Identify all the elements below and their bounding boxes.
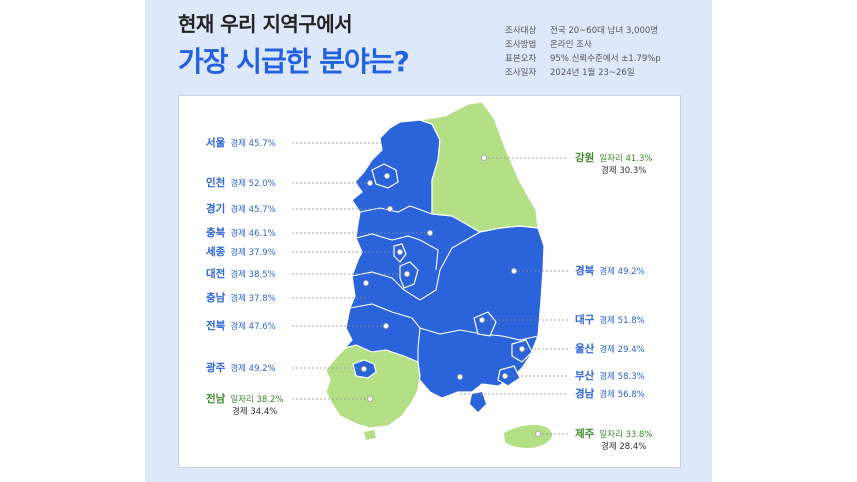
field-value: 29.4%	[617, 345, 645, 355]
survey-info: 조사대상 전국 20~60대 남녀 3,000명 조사방법 온라인 조사 표본오차 9…	[505, 24, 661, 80]
label-chungbuk: 충북 경제 46.1%	[206, 227, 276, 240]
survey-key: 조사방법	[505, 40, 537, 50]
field-value: 47.6%	[248, 322, 276, 332]
field-name: 일자리	[599, 154, 623, 164]
field-name: 경제	[230, 322, 246, 332]
field-name: 일자리	[230, 395, 254, 405]
daegu-region	[473, 311, 497, 337]
field-value: 49.2%	[248, 364, 276, 374]
island	[470, 392, 486, 412]
field-name-2: 경제	[232, 407, 248, 417]
label-jeonbuk: 전북 경제 47.6%	[206, 320, 276, 333]
field-name: 경제	[230, 229, 246, 239]
label-sejong: 세종 경제 37.9%	[206, 246, 276, 259]
label-daejeon: 대전 경제 38.5%	[206, 268, 276, 281]
region-name: 충북	[206, 227, 226, 239]
field-name: 경제	[230, 139, 246, 149]
field-value: 51.8%	[617, 316, 645, 326]
survey-value: 전국 20~60대 남녀 3,000명	[550, 26, 659, 36]
region-name: 세종	[206, 246, 226, 258]
title-line-1: 현재 우리 지역구에서	[178, 12, 353, 36]
location-dots	[360, 154, 542, 437]
region-name: 광주	[206, 362, 226, 374]
field-name-2: 경제	[601, 166, 617, 176]
region-name: 강원	[575, 152, 595, 164]
region-name: 경남	[575, 388, 595, 400]
region-name: 경북	[575, 265, 595, 277]
region-name: 대전	[206, 268, 226, 280]
field-value: 38.2%	[256, 395, 284, 405]
field-name: 경제	[599, 390, 615, 400]
region-name: 제주	[575, 428, 595, 440]
label-jeonnam: 전남 일자리 38.2% 경제 34.4%	[206, 393, 284, 418]
label-jeju: 제주 일자리 33.8% 경제 28.4%	[575, 428, 653, 453]
leader-lines	[292, 142, 568, 435]
field-name: 경제	[230, 364, 246, 374]
field-name: 경제	[230, 270, 246, 280]
survey-row: 조사일자 2024년 1월 23~26일	[505, 66, 661, 80]
title-line-2: 가장 시급한 분야는?	[178, 45, 410, 78]
field-name: 경제	[599, 316, 615, 326]
survey-row: 조사방법 온라인 조사	[505, 38, 661, 52]
label-daegu: 대구 경제 51.8%	[575, 314, 645, 327]
survey-value: 2024년 1월 23~26일	[550, 68, 635, 78]
label-gyeonggi: 경기 경제 45.7%	[206, 203, 276, 216]
region-name: 전남	[206, 393, 226, 405]
field-value: 52.0%	[248, 179, 276, 189]
region-name: 서울	[206, 137, 226, 149]
gangwon-region	[419, 101, 539, 233]
field-name: 경제	[599, 372, 615, 382]
field-name: 경제	[599, 345, 615, 355]
field-name: 일자리	[599, 430, 623, 440]
region-name: 인천	[206, 177, 226, 189]
label-gangwon: 강원 일자리 41.3% 경제 30.3%	[575, 152, 653, 177]
region-name: 부산	[575, 370, 595, 382]
field-value: 58.3%	[617, 372, 645, 382]
jeju-region	[504, 424, 552, 448]
field-name: 경제	[230, 294, 246, 304]
field-value: 45.7%	[248, 205, 276, 215]
region-name: 경기	[206, 203, 226, 215]
island	[364, 430, 376, 440]
field-value: 41.3%	[625, 154, 653, 164]
field-value: 37.9%	[248, 248, 276, 258]
field-value: 38.5%	[248, 270, 276, 280]
survey-key: 표본오차	[505, 54, 537, 64]
label-incheon: 인천 경제 52.0%	[206, 177, 276, 190]
field-value: 49.2%	[617, 267, 645, 277]
field-name: 경제	[230, 179, 246, 189]
survey-value: 온라인 조사	[550, 40, 592, 50]
label-busan: 부산 경제 58.3%	[575, 370, 645, 383]
field-value: 46.1%	[248, 229, 276, 239]
field-value-2: 30.3%	[619, 166, 647, 176]
field-name: 경제	[230, 248, 246, 258]
region-name: 울산	[575, 343, 595, 355]
survey-value: 95% 신뢰수준에서 ±1.79%p	[550, 54, 661, 64]
survey-row: 조사대상 전국 20~60대 남녀 3,000명	[505, 24, 661, 38]
jeonnam-region	[325, 344, 421, 429]
region-name: 전북	[206, 320, 226, 332]
survey-key: 조사일자	[505, 68, 537, 78]
label-gwangju: 광주 경제 49.2%	[206, 362, 276, 375]
field-value-2: 28.4%	[619, 442, 647, 452]
field-name-2: 경제	[601, 442, 617, 452]
field-value-2: 34.4%	[250, 407, 278, 417]
field-value: 56.8%	[617, 390, 645, 400]
region-name: 충남	[206, 292, 226, 304]
label-gyeongnam: 경남 경제 56.8%	[575, 388, 645, 401]
label-chungnam: 충남 경제 37.8%	[206, 292, 276, 305]
region-name: 대구	[575, 314, 595, 326]
label-seoul: 서울 경제 45.7%	[206, 137, 276, 150]
field-name: 경제	[599, 267, 615, 277]
survey-row: 표본오차 95% 신뢰수준에서 ±1.79%p	[505, 52, 661, 66]
field-value: 33.8%	[625, 430, 653, 440]
label-gyeongbuk: 경북 경제 49.2%	[575, 265, 645, 278]
field-name: 경제	[230, 205, 246, 215]
survey-key: 조사대상	[505, 26, 537, 36]
field-value: 45.7%	[248, 139, 276, 149]
label-ulsan: 울산 경제 29.4%	[575, 343, 645, 356]
field-value: 37.8%	[248, 294, 276, 304]
